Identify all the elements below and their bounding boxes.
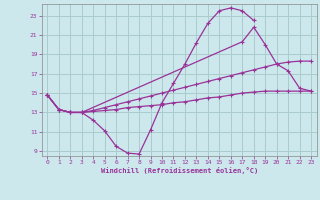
X-axis label: Windchill (Refroidissement éolien,°C): Windchill (Refroidissement éolien,°C) [100, 167, 258, 174]
